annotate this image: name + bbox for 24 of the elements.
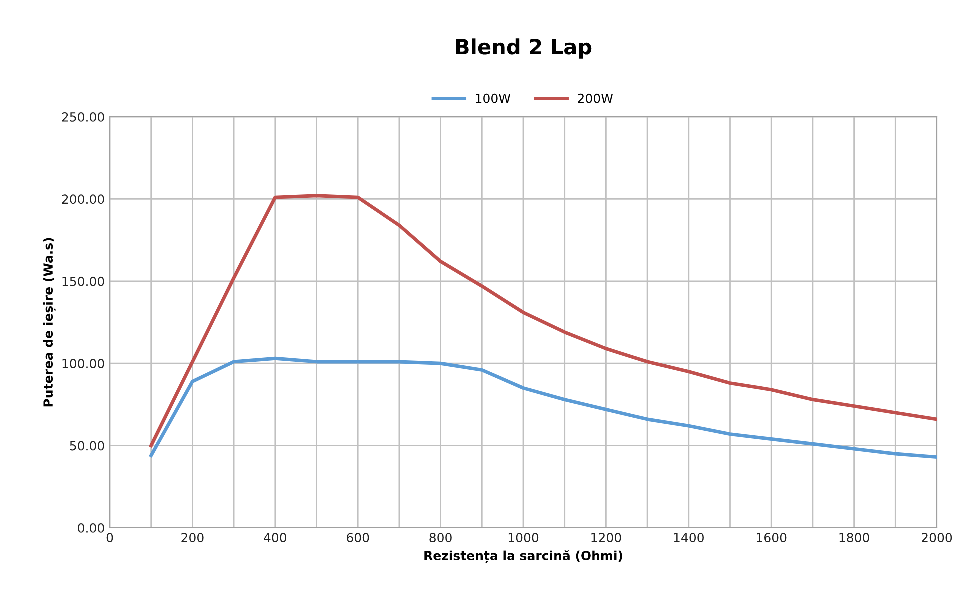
chart-title: Blend 2 Lap [456, 38, 592, 59]
legend-label: 100W [476, 94, 511, 104]
y-tick-label: 0.00 [78, 523, 104, 533]
legend-label: 200W [578, 94, 614, 104]
y-tick-label: 200.00 [62, 194, 104, 204]
x-tick-label: 1200 [592, 533, 622, 543]
y-axis-title: Puterea de ieșire (Wa.s) [43, 238, 56, 407]
x-tick-label: 2000 [922, 533, 952, 543]
x-tick-label: 200 [182, 533, 204, 543]
line-series [150, 194, 937, 448]
x-axis-title: Rezistența la sarcină (Ohmi) [424, 550, 622, 564]
x-tick-label: 1800 [840, 533, 870, 543]
x-tick-label: 1400 [674, 533, 704, 543]
x-tick-label: 1000 [508, 533, 539, 543]
x-tick-label: 0 [106, 533, 114, 543]
line-series [150, 356, 937, 460]
y-tick-label: 250.00 [62, 112, 104, 122]
y-tick-label: 150.00 [62, 276, 104, 286]
y-tick-label: 50.00 [70, 441, 104, 451]
x-tick-label: 800 [430, 533, 452, 543]
x-tick-label: 1600 [757, 533, 787, 543]
x-tick-label: 600 [347, 533, 370, 543]
y-tick-label: 100.00 [62, 359, 104, 369]
x-tick-label: 400 [264, 533, 286, 543]
